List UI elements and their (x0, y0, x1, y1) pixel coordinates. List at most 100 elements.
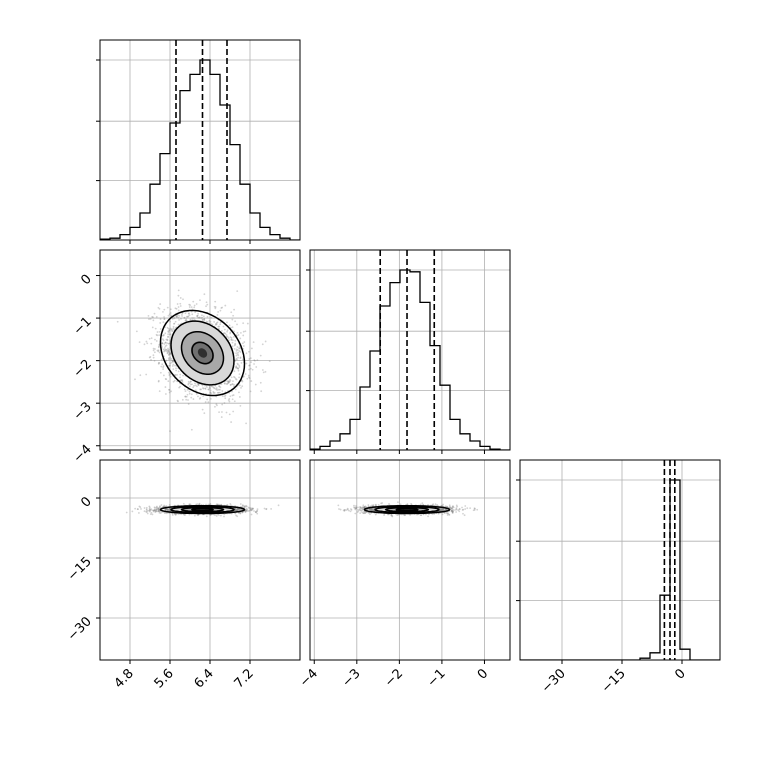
sample-point (262, 371, 265, 374)
sample-point (196, 385, 198, 388)
sample-point (154, 338, 156, 341)
sample-point (242, 334, 245, 337)
sample-point (184, 513, 187, 516)
sample-point (181, 312, 184, 315)
sample-point (369, 508, 371, 511)
sample-point (155, 315, 158, 318)
sample-point (194, 389, 197, 392)
sample-point (270, 508, 273, 510)
sample-point (156, 506, 159, 509)
sample-point (190, 396, 193, 399)
sample-point (228, 380, 231, 383)
sample-point (153, 506, 156, 509)
sample-point (191, 383, 193, 386)
sample-point (185, 398, 188, 401)
sample-point (210, 316, 213, 319)
sample-point (245, 509, 248, 512)
sample-point (149, 510, 151, 513)
sample-point (191, 317, 194, 319)
sample-point (181, 398, 184, 401)
sample-point (196, 503, 199, 506)
sample-point (228, 339, 230, 342)
sample-point (244, 330, 247, 333)
sample-point (226, 329, 229, 332)
sample-point (214, 306, 217, 308)
sample-point (163, 318, 166, 321)
sample-point (204, 388, 207, 390)
sample-point (179, 379, 182, 382)
sample-point (145, 508, 148, 511)
sample-point (164, 505, 166, 508)
sample-point (244, 505, 247, 508)
sample-point (200, 317, 203, 319)
sample-point (166, 509, 169, 511)
sample-point (163, 308, 166, 311)
sample-point (158, 361, 160, 364)
sample-point (178, 315, 181, 317)
sample-point (158, 362, 161, 364)
sample-point (155, 510, 157, 512)
sample-point (184, 395, 187, 398)
sample-point (168, 351, 170, 353)
sample-point (168, 504, 171, 506)
sample-point (367, 504, 370, 506)
sample-point (183, 388, 186, 391)
sample-point (265, 507, 268, 510)
sample-point (187, 403, 190, 405)
sample-point (186, 393, 189, 396)
sample-point (250, 509, 253, 512)
sample-point (223, 382, 226, 385)
sample-point (220, 416, 223, 418)
sample-point (155, 340, 158, 342)
sample-point (165, 509, 168, 511)
sample-point (178, 319, 180, 321)
sample-point (248, 350, 250, 353)
sample-point (196, 382, 199, 385)
sample-point (226, 321, 228, 324)
sample-point (196, 315, 199, 318)
sample-point (168, 507, 171, 510)
sample-point (163, 349, 166, 351)
sample-point (135, 330, 138, 333)
sample-point (160, 358, 163, 361)
histogram-panel-0 (100, 40, 300, 240)
sample-point (154, 508, 157, 511)
sample-point (236, 323, 238, 326)
sample-point (247, 376, 250, 379)
histogram-step (310, 269, 510, 450)
sample-point (202, 387, 204, 389)
sample-point (239, 512, 242, 515)
sample-point (174, 307, 177, 310)
sample-point (155, 333, 158, 336)
sample-point (181, 315, 183, 317)
sample-point (168, 507, 171, 510)
histogram-panel-2 (520, 460, 720, 660)
sample-point (231, 390, 233, 393)
sample-point (161, 342, 164, 344)
sample-point (125, 511, 128, 514)
sample-point (159, 328, 162, 330)
sample-point (229, 384, 232, 386)
sample-point (219, 323, 222, 326)
contour-line (159, 504, 246, 515)
sample-point (238, 391, 240, 394)
sample-point (216, 321, 219, 324)
sample-point (208, 319, 211, 322)
sample-point (162, 321, 165, 324)
sample-point (143, 507, 146, 509)
sample-point (363, 506, 366, 509)
sample-point (169, 430, 171, 433)
sample-point (159, 512, 162, 515)
sample-point (350, 508, 352, 510)
sample-point (164, 508, 167, 511)
sample-point (241, 504, 244, 507)
sample-point (155, 510, 157, 513)
sample-point (166, 508, 168, 511)
sample-point (209, 502, 212, 505)
sample-point (440, 509, 443, 511)
sample-point (217, 503, 220, 506)
sample-point (146, 342, 149, 345)
sample-point (168, 358, 170, 361)
sample-point (137, 508, 139, 511)
sample-point (234, 508, 237, 510)
